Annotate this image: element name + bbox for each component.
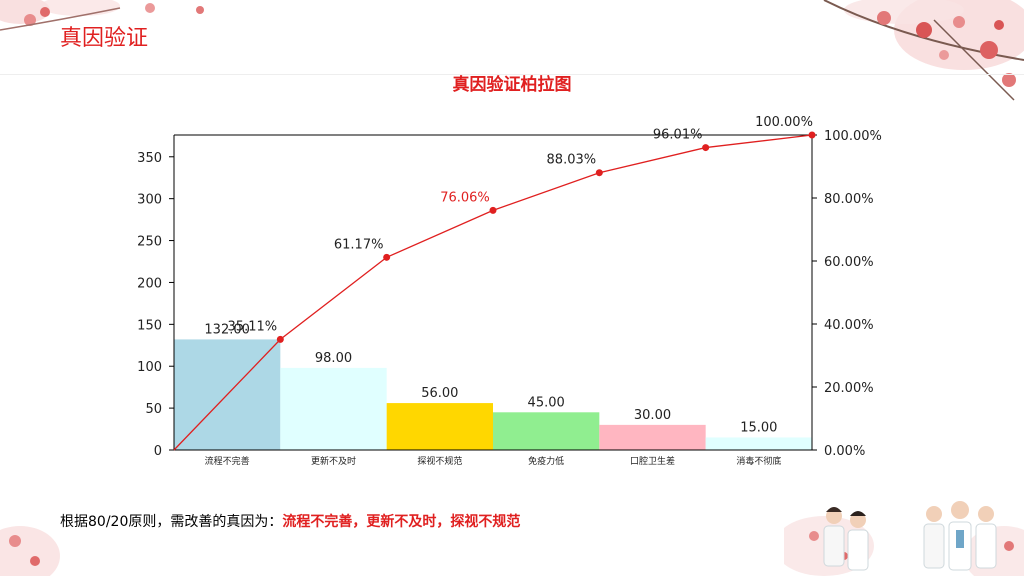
x-tick-label-6: 消毒不彻底 bbox=[736, 455, 781, 467]
bar-value-label-4: 45.00 bbox=[528, 395, 565, 410]
bar-value-label-2: 98.00 bbox=[315, 351, 352, 366]
bar-3 bbox=[386, 403, 493, 450]
cumulative-point-3 bbox=[489, 206, 497, 214]
y2-tick-label-4: 60.00% bbox=[824, 255, 874, 270]
bar-4 bbox=[493, 412, 600, 450]
cumulative-point-5 bbox=[702, 144, 710, 152]
doctor-figure-3 bbox=[975, 506, 997, 569]
bar-value-label-1: 132.00 bbox=[204, 322, 250, 337]
bar-value-label-5: 30.00 bbox=[634, 408, 671, 423]
medical-staff-illustration bbox=[823, 501, 997, 571]
cumulative-point-4 bbox=[595, 169, 603, 177]
y-tick-label-5: 200 bbox=[137, 276, 162, 291]
y-tick-label-2: 50 bbox=[145, 402, 162, 417]
cumulative-point-6 bbox=[808, 131, 816, 139]
y-tick-label-8: 350 bbox=[137, 151, 162, 166]
bar-5 bbox=[599, 424, 706, 450]
x-tick-label-3: 探视不规范 bbox=[417, 455, 462, 467]
bar-6 bbox=[705, 437, 812, 450]
nurse-figure bbox=[823, 507, 845, 567]
bar-value-label-6: 15.00 bbox=[740, 420, 777, 435]
y-tick-label-1: 0 bbox=[154, 444, 162, 459]
x-tick-label-1: 流程不完善 bbox=[205, 455, 250, 467]
y2-tick-label-1: 0.00% bbox=[824, 444, 865, 459]
x-tick-label-4: 免疫力低 bbox=[528, 455, 564, 467]
x-tick-label-2: 更新不及时 bbox=[311, 455, 356, 467]
cumulative-label-2: 61.17% bbox=[334, 237, 384, 252]
y2-tick-label-2: 20.00% bbox=[824, 381, 874, 396]
y2-tick-label-6: 100.00% bbox=[824, 129, 882, 144]
nurse-figure-2 bbox=[923, 506, 945, 569]
chart-title: 真因验证柏拉图 bbox=[452, 75, 572, 95]
cumulative-label-4: 88.03% bbox=[547, 153, 597, 168]
y2-tick-label-5: 80.00% bbox=[824, 192, 874, 207]
conclusion-text: 根据80/20原则，需改善的真因为：流程不完善，更新不及时，探视不规范 bbox=[60, 511, 520, 531]
header-divider bbox=[0, 74, 1024, 75]
conclusion-prefix: 根据80/20原则，需改善的真因为： bbox=[60, 514, 283, 530]
y2-tick-label-3: 40.00% bbox=[824, 318, 874, 333]
cumulative-label-1: 35.11% bbox=[228, 319, 278, 334]
conclusion-highlight: 流程不完善，更新不及时，探视不规范 bbox=[282, 514, 521, 530]
bar-2 bbox=[280, 367, 387, 450]
cumulative-point-2 bbox=[383, 253, 391, 261]
cumulative-label-6: 100.00% bbox=[755, 115, 813, 130]
cumulative-point-1 bbox=[276, 335, 284, 343]
x-tick-label-5: 口腔卫生差 bbox=[630, 455, 675, 467]
doctor-figure bbox=[847, 511, 869, 571]
y-tick-label-3: 100 bbox=[137, 360, 162, 375]
y-tick-label-7: 300 bbox=[137, 193, 162, 208]
bar-value-label-3: 56.00 bbox=[421, 386, 458, 401]
cumulative-label-5: 96.01% bbox=[653, 128, 703, 143]
y-tick-label-4: 150 bbox=[137, 318, 162, 333]
doctor-figure-2 bbox=[948, 501, 972, 571]
cumulative-label-3: 76.06% bbox=[440, 190, 490, 205]
y-tick-label-6: 250 bbox=[137, 235, 162, 250]
slide-title: 真因验证 bbox=[60, 26, 149, 51]
